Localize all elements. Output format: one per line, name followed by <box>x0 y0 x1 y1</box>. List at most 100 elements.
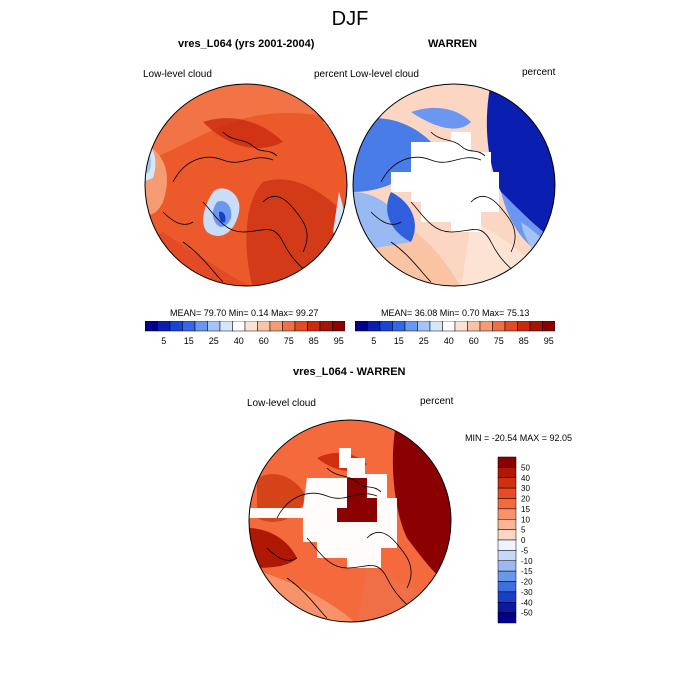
panel1-colorbar-box <box>294 321 308 332</box>
panel3-colorbar-box <box>497 487 517 499</box>
panel2-colorbar-box <box>417 321 431 332</box>
figure-title: DJF <box>331 8 369 30</box>
panel1-colorbar-box <box>244 321 258 332</box>
panel1-colorbar-tick-label: 40 <box>234 336 244 345</box>
panel1-colorbar-box <box>332 321 345 332</box>
panel1-colorbar-tick-label: 60 <box>259 336 269 345</box>
panel1-colorbar-boxes: 5 15 25 40 60 75 85 95 <box>145 321 345 345</box>
panel1-colorbar-box <box>182 321 196 332</box>
panel3-colorbar-tick-label: 0 <box>521 536 526 545</box>
panel2-colorbar-box <box>517 321 531 332</box>
panel2-colorbar-tick-label: 60 <box>469 336 479 345</box>
panel2-colorbar-box <box>479 321 493 332</box>
panel2-colorbar-tick-label: 40 <box>444 336 454 345</box>
panel1-colorbar-box <box>145 321 158 332</box>
panel2-colorbar-box <box>529 321 543 332</box>
panel2-polar-map <box>352 83 556 287</box>
panel2-colorbar-box <box>442 321 456 332</box>
panel3-colorbar-tick-label: -40 <box>521 598 533 607</box>
panel1-colorbar-tick-label: 95 <box>334 336 344 345</box>
panel3-left-label: Low-level cloud <box>247 398 316 409</box>
panel3-colorbar-box <box>497 456 517 468</box>
panel2-colorbar-box <box>404 321 418 332</box>
panel1-colorbar: 5 15 25 40 60 75 85 95 <box>145 321 345 345</box>
panel3-colorbar-box <box>497 602 517 613</box>
panel3-colorbar-box <box>497 519 517 530</box>
panel2-stats: MEAN= 36.08 Min= 0.70 Max= 75.13 <box>381 308 530 318</box>
panel1-colorbar-box <box>157 321 171 332</box>
panel1-left-label: Low-level cloud <box>143 69 212 80</box>
panel2-colorbar-tick-label: 95 <box>544 336 554 345</box>
panel3-colorbar-tick-label: -10 <box>521 557 533 566</box>
panel2-colorbar-tick-label: 75 <box>494 336 504 345</box>
panel3-colorbar-tick-label: 15 <box>521 505 530 514</box>
panel3-stats: MIN = -20.54 MAX = 92.05 <box>465 433 573 443</box>
panel1-colorbar-box <box>269 321 283 332</box>
panel3-colorbar-box <box>497 550 517 561</box>
panel1-colorbar-box <box>207 321 221 332</box>
panel3-right-label: percent <box>420 396 454 407</box>
panel3-colorbar-box <box>497 612 517 624</box>
panel1-polar-map <box>144 83 348 287</box>
panel3-colorbar-box <box>497 529 517 541</box>
panel3-colorbar-tick-label: -5 <box>521 546 529 555</box>
panel2-colorbar-box <box>367 321 381 332</box>
panel2-colorbar-tick-label: 85 <box>519 336 529 345</box>
panel1-stats: MEAN= 79.70 Min= 0.14 Max= 99.27 <box>170 308 319 318</box>
panel3-colorbar-tick-label: -30 <box>521 588 533 597</box>
panel3-colorbar-tick-label: 40 <box>521 474 530 483</box>
panel1-right-label: percent <box>314 69 348 80</box>
panel3-colorbar-tick-label: -15 <box>521 567 533 576</box>
panel2-colorbar-boxes: 5 15 25 40 60 75 85 95 <box>355 321 555 345</box>
panel1-colorbar-box <box>219 321 233 332</box>
panel3-colorbar-box <box>497 477 517 489</box>
panel2-right-label: percent <box>522 67 556 78</box>
panel2-colorbar-box <box>542 321 555 332</box>
panel3-colorbar-box <box>497 539 517 551</box>
panel2-title: WARREN <box>428 38 477 50</box>
panel2-colorbar-tick-label: 5 <box>371 336 376 345</box>
panel3-colorbar-box <box>497 467 517 478</box>
panel1-colorbar-box <box>319 321 333 332</box>
panel3-colorbar-tick-label: 30 <box>521 484 530 493</box>
panel3-colorbar-tick-label: 50 <box>521 463 530 472</box>
panel1-colorbar-tick-label: 75 <box>284 336 294 345</box>
panel2-colorbar-box <box>392 321 406 332</box>
panel3-polar-map <box>248 419 452 623</box>
panel3-colorbar-box <box>497 508 517 520</box>
panel3-colorbar-box <box>497 581 517 593</box>
panel3-colorbar-tick-label: 20 <box>521 495 530 504</box>
panel1-colorbar-box <box>169 321 183 332</box>
panel2-colorbar: 5 15 25 40 60 75 85 95 <box>355 321 555 345</box>
panel1-colorbar-box <box>257 321 271 332</box>
panel3-title: vres_L064 - WARREN <box>293 366 406 378</box>
panel3-colorbar-tick-label: -50 <box>521 609 533 618</box>
panel3-colorbar-box <box>497 570 517 582</box>
panel2-colorbar-box <box>379 321 393 332</box>
panel2-colorbar-box <box>504 321 518 332</box>
panel3-colorbar-box <box>497 498 517 510</box>
panel1-colorbar-box <box>232 321 246 332</box>
panel1-colorbar-tick-label: 25 <box>209 336 219 345</box>
panel1-title: vres_L064 (yrs 2001-2004) <box>178 38 315 50</box>
panel1-colorbar-tick-label: 5 <box>161 336 166 345</box>
panel2-colorbar-tick-label: 25 <box>419 336 429 345</box>
panel2-colorbar-box <box>454 321 468 332</box>
panel2-colorbar-box <box>492 321 506 332</box>
panel3-colorbar-box <box>497 591 517 603</box>
panel3-colorbar-tick-label: 5 <box>521 526 526 535</box>
panel3-colorbar-tick-label: 10 <box>521 515 530 524</box>
panel3-colorbar-box <box>497 560 517 572</box>
panel1-colorbar-box <box>307 321 321 332</box>
panel2-colorbar-box <box>467 321 481 332</box>
panel1-colorbar-tick-label: 85 <box>309 336 319 345</box>
panel1-colorbar-tick-label: 15 <box>184 336 194 345</box>
panel2-colorbar-tick-label: 15 <box>394 336 404 345</box>
panel2-colorbar-box <box>355 321 368 332</box>
panel1-colorbar-box <box>282 321 296 332</box>
panel1-colorbar-box <box>194 321 208 332</box>
panel2-colorbar-box <box>429 321 443 332</box>
panel2-left-label: Low-level cloud <box>350 69 419 80</box>
